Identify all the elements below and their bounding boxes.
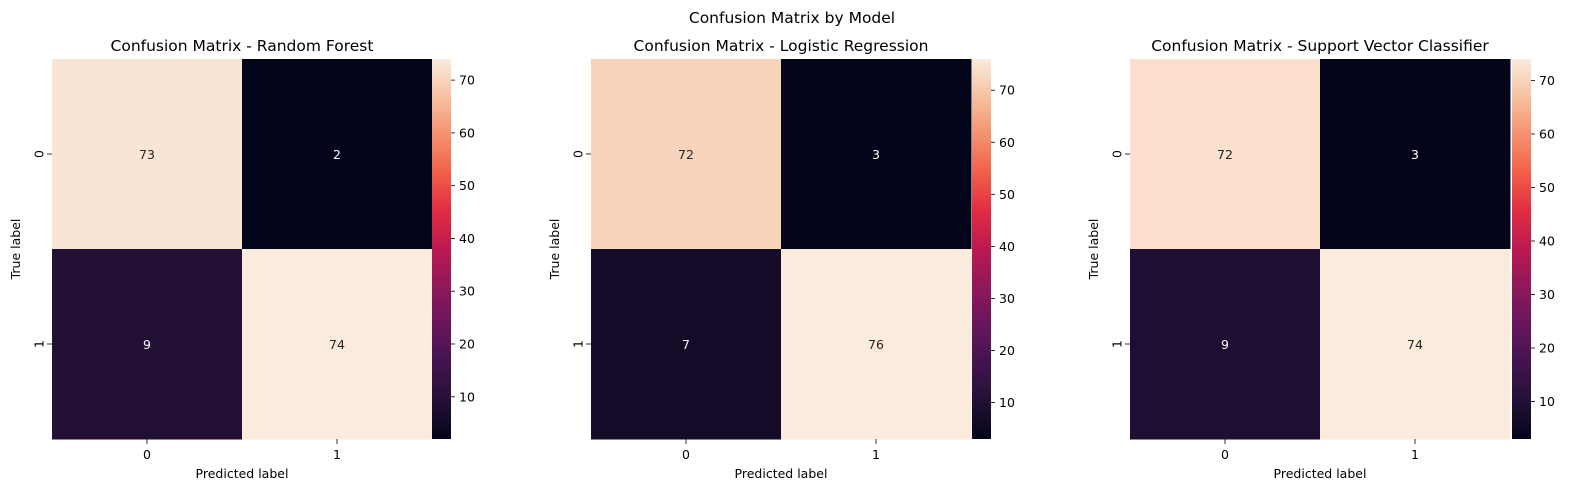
x-tick-label: 1 <box>333 447 341 462</box>
heatmap-cell-0-1 <box>1320 59 1511 250</box>
heatmap-cell-1-0 <box>52 249 243 440</box>
colorbar-tick-label: 20 <box>459 337 475 352</box>
heatmap-panel-1: Confusion Matrix - Logistic Regression72… <box>547 37 1015 481</box>
cell-value-1-1: 74 <box>1407 337 1423 352</box>
colorbar-tick-label: 60 <box>1539 126 1555 141</box>
cell-value-1-1: 76 <box>868 337 884 352</box>
cell-value-0-0: 72 <box>1217 147 1233 162</box>
cell-value-0-0: 73 <box>139 147 155 162</box>
heatmap-cell-0-0 <box>591 59 782 250</box>
panel-title: Confusion Matrix - Random Forest <box>111 37 374 55</box>
y-tick-label: 0 <box>1109 150 1124 158</box>
colorbar-tick-label: 40 <box>999 239 1015 254</box>
cell-value-0-0: 72 <box>678 147 694 162</box>
y-axis-label: True label <box>8 219 23 281</box>
heatmap-cell-1-1 <box>1320 249 1511 440</box>
cell-value-1-0: 7 <box>682 337 690 352</box>
panel-title: Confusion Matrix - Logistic Regression <box>634 37 929 55</box>
y-tick-label: 1 <box>1109 340 1124 348</box>
cell-value-0-1: 3 <box>872 147 880 162</box>
cell-value-1-0: 9 <box>1221 337 1229 352</box>
colorbar-tick-label: 30 <box>1539 287 1555 302</box>
cell-value-0-1: 3 <box>1411 147 1419 162</box>
x-tick-label: 0 <box>143 447 151 462</box>
y-tick-label: 1 <box>31 340 46 348</box>
heatmap-cell-1-0 <box>591 249 782 440</box>
heatmap-panel-0: Confusion Matrix - Random Forest 73 2 9 74 0 1… <box>8 37 475 481</box>
heatmap-panel-2: Confusion Matrix - Support Vector Classi… <box>1086 37 1555 481</box>
colorbar-tick-label: 30 <box>999 291 1015 306</box>
y-axis-label: True label <box>547 219 562 281</box>
figure-title: Confusion Matrix by Model <box>689 9 895 27</box>
colorbar-tick-label: 60 <box>459 125 475 140</box>
colorbar <box>432 59 451 439</box>
colorbar-tick-label: 70 <box>999 83 1015 98</box>
colorbar-tick-label: 30 <box>459 284 475 299</box>
colorbar-tick-label: 10 <box>999 395 1015 410</box>
x-axis-label: Predicted label <box>196 466 289 481</box>
colorbar-tick-label: 10 <box>1539 394 1555 409</box>
heatmap-cell-0-0 <box>1130 59 1321 250</box>
colorbar-tick-label: 40 <box>459 231 475 246</box>
colorbar-tick-label: 10 <box>459 389 475 404</box>
heatmap-cell-0-1 <box>242 59 433 250</box>
colorbar-tick-label: 50 <box>459 178 475 193</box>
heatmap-cell-1-0 <box>1130 249 1321 440</box>
panel-title: Confusion Matrix - Support Vector Classi… <box>1151 37 1489 55</box>
x-tick-label: 1 <box>1411 447 1419 462</box>
y-tick-label: 0 <box>31 150 46 158</box>
x-axis-label: Predicted label <box>1274 466 1367 481</box>
colorbar-tick-label: 70 <box>1539 73 1555 88</box>
x-axis-label: Predicted label <box>735 466 828 481</box>
x-tick-label: 0 <box>1221 447 1229 462</box>
cell-value-1-1: 74 <box>329 337 345 352</box>
y-tick-label: 1 <box>570 340 585 348</box>
colorbar-tick-label: 20 <box>1539 341 1555 356</box>
colorbar-tick-label: 70 <box>459 73 475 88</box>
colorbar <box>972 59 991 439</box>
colorbar <box>1512 59 1531 439</box>
cell-value-0-1: 2 <box>333 147 341 162</box>
y-tick-label: 0 <box>570 150 585 158</box>
heatmap-cell-0-1 <box>781 59 972 250</box>
colorbar-tick-label: 50 <box>1539 180 1555 195</box>
colorbar-tick-label: 40 <box>1539 233 1555 248</box>
colorbar-tick-label: 50 <box>999 187 1015 202</box>
colorbar-tick-label: 20 <box>999 343 1015 358</box>
y-axis-label: True label <box>1086 219 1101 281</box>
heatmap-cell-0-0 <box>52 59 243 250</box>
x-tick-label: 1 <box>872 447 880 462</box>
cell-value-1-0: 9 <box>143 337 151 352</box>
x-tick-label: 0 <box>682 447 690 462</box>
heatmap-cell-1-1 <box>781 249 972 440</box>
colorbar-tick-label: 60 <box>999 135 1015 150</box>
heatmap-cell-1-1 <box>242 249 433 440</box>
